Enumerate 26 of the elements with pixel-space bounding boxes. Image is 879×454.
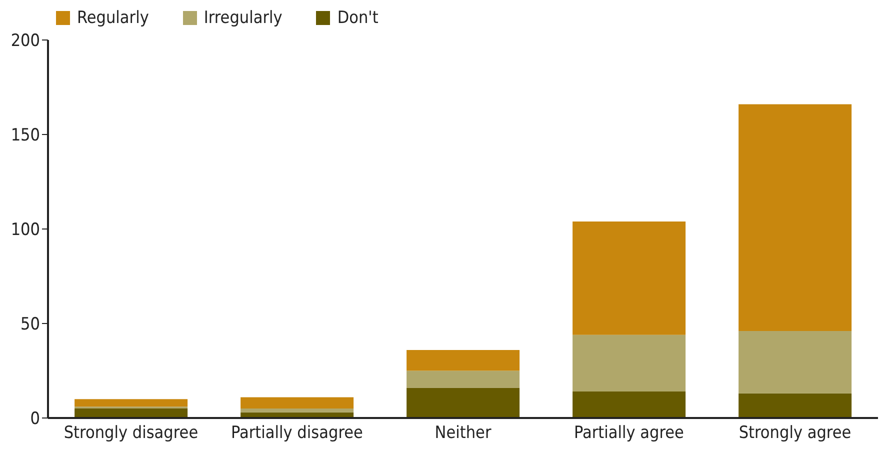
bar xyxy=(74,408,188,418)
bar xyxy=(406,350,520,371)
x-tick-label: Partially agree xyxy=(574,423,684,444)
bar xyxy=(572,221,686,335)
legend-label: Don't xyxy=(337,8,378,28)
legend-label: Irregularly xyxy=(204,8,282,28)
bar xyxy=(738,331,852,394)
bar xyxy=(738,104,852,332)
y-tick-label: 0 xyxy=(30,409,40,430)
y-tick-label: 150 xyxy=(10,126,40,146)
y-tick-label: 200 xyxy=(10,31,40,52)
x-tick-label: Partially disagree xyxy=(231,423,363,444)
bar xyxy=(738,393,852,418)
bar xyxy=(240,408,354,412)
bar xyxy=(572,334,686,392)
y-tick-label: 100 xyxy=(10,220,40,240)
y-tick-label: 50 xyxy=(20,314,40,335)
x-tick-label: Strongly disagree xyxy=(64,423,198,444)
bar xyxy=(406,370,520,388)
bar xyxy=(572,392,686,418)
bar xyxy=(406,388,520,418)
x-tick-label: Strongly agree xyxy=(738,423,852,444)
bar xyxy=(74,399,188,407)
x-tick-label: Neither xyxy=(434,423,492,444)
legend-label: Regularly xyxy=(77,8,149,28)
bar xyxy=(240,397,354,409)
